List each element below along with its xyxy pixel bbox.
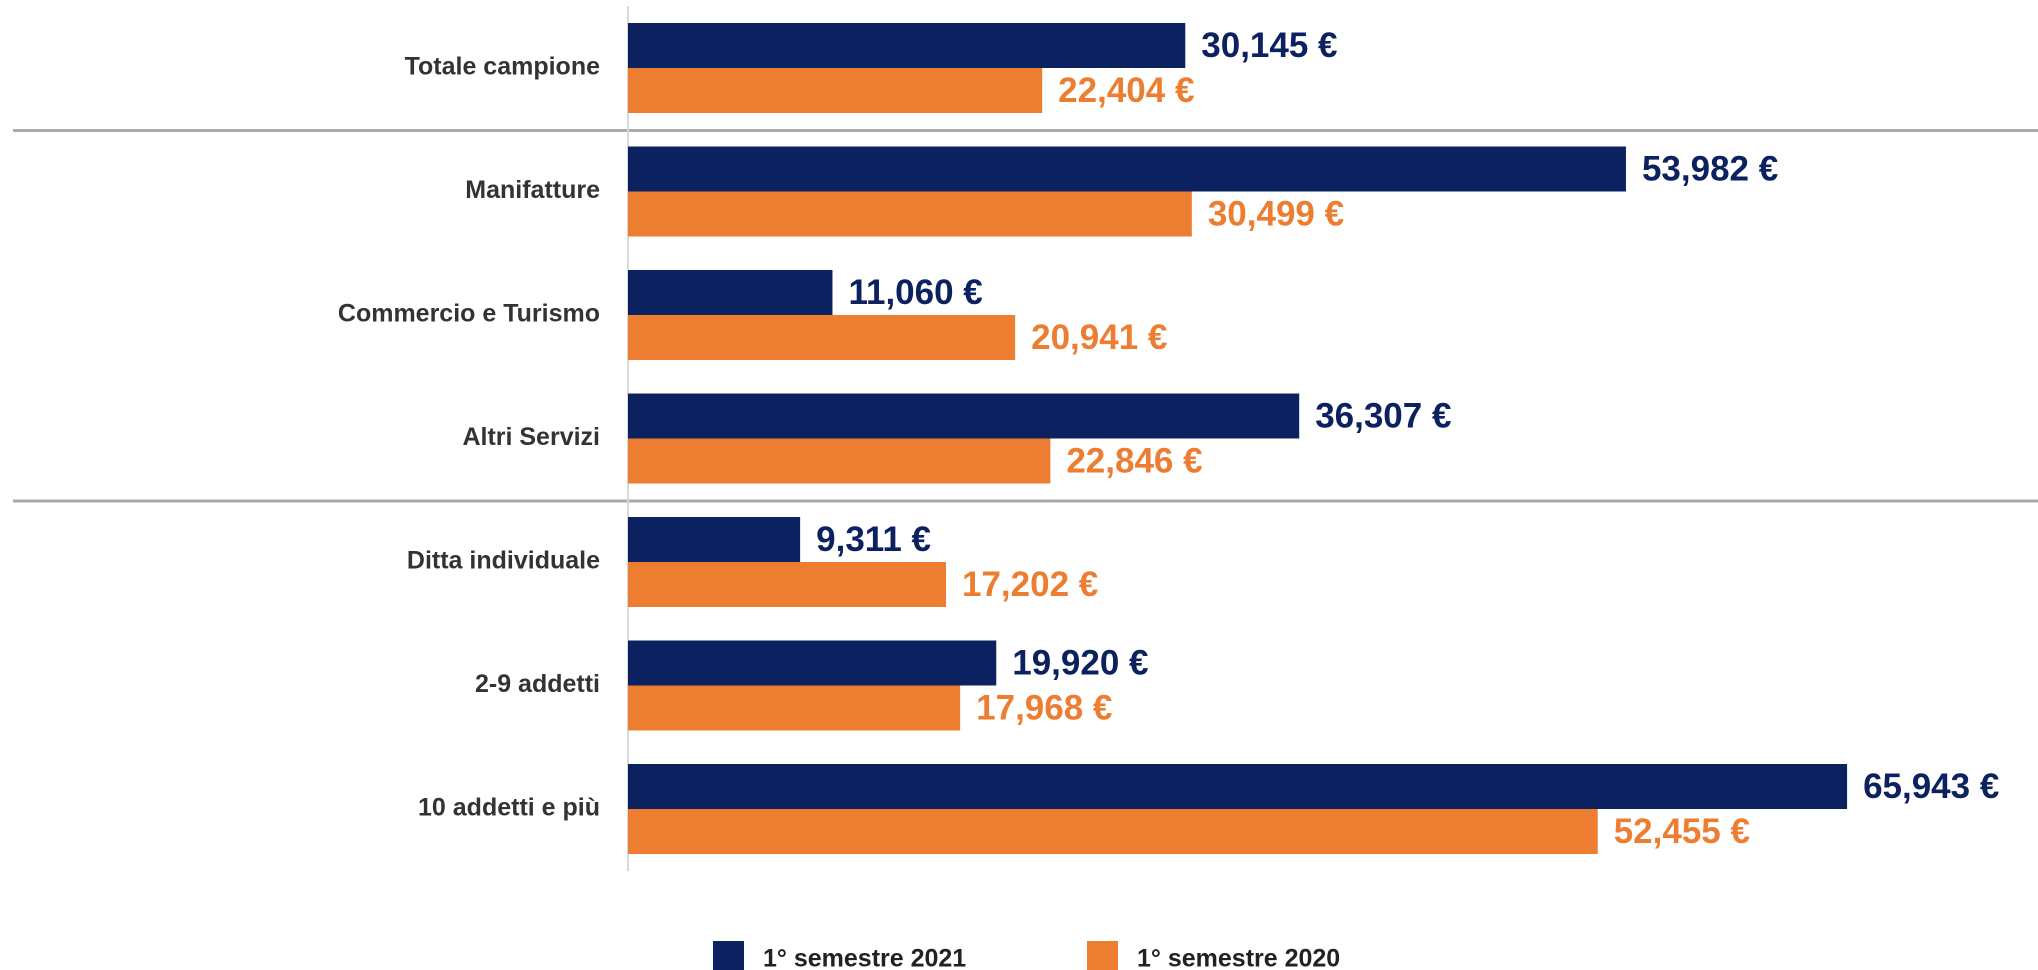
bar xyxy=(628,23,1186,68)
bar xyxy=(628,562,947,607)
bar xyxy=(628,393,1300,439)
category-label: Commercio e Turismo xyxy=(338,300,600,328)
value-label: 53,982 € xyxy=(1642,149,1778,188)
value-label: 52,455 € xyxy=(1614,812,1750,851)
bar xyxy=(628,270,833,315)
value-label: 20,941 € xyxy=(1031,318,1167,357)
bar xyxy=(628,685,961,731)
category-label: Altri Servizi xyxy=(462,423,600,451)
legend-swatch xyxy=(1087,941,1118,970)
value-label: 36,307 € xyxy=(1315,396,1451,435)
bar xyxy=(628,146,1626,192)
bar xyxy=(628,315,1016,360)
value-label: 22,846 € xyxy=(1066,441,1202,480)
category-label: Ditta individuale xyxy=(407,547,600,575)
legend-swatch xyxy=(713,941,744,970)
bar xyxy=(628,191,1192,237)
value-label: 30,499 € xyxy=(1208,194,1344,233)
value-label: 11,060 € xyxy=(848,273,982,312)
value-label: 19,920 € xyxy=(1012,643,1148,682)
legend-label: 1° semestre 2021 xyxy=(763,945,966,970)
bar xyxy=(628,809,1598,854)
category-label: 2-9 addetti xyxy=(475,670,600,698)
category-label: Totale campione xyxy=(405,53,601,81)
value-label: 17,968 € xyxy=(976,688,1112,727)
bar xyxy=(628,517,801,562)
value-label: 30,145 € xyxy=(1201,26,1337,65)
bar xyxy=(628,438,1051,484)
bar xyxy=(628,68,1043,113)
legend-label: 1° semestre 2020 xyxy=(1137,945,1340,970)
value-label: 17,202 € xyxy=(962,565,1098,604)
value-label: 9,311 € xyxy=(816,520,931,559)
value-label: 22,404 € xyxy=(1058,71,1194,110)
bar xyxy=(628,764,1848,809)
category-label: Manifatture xyxy=(465,176,600,204)
bar xyxy=(628,640,997,686)
category-label: 10 addetti e più xyxy=(418,794,600,822)
value-label: 65,943 € xyxy=(1863,767,1999,806)
